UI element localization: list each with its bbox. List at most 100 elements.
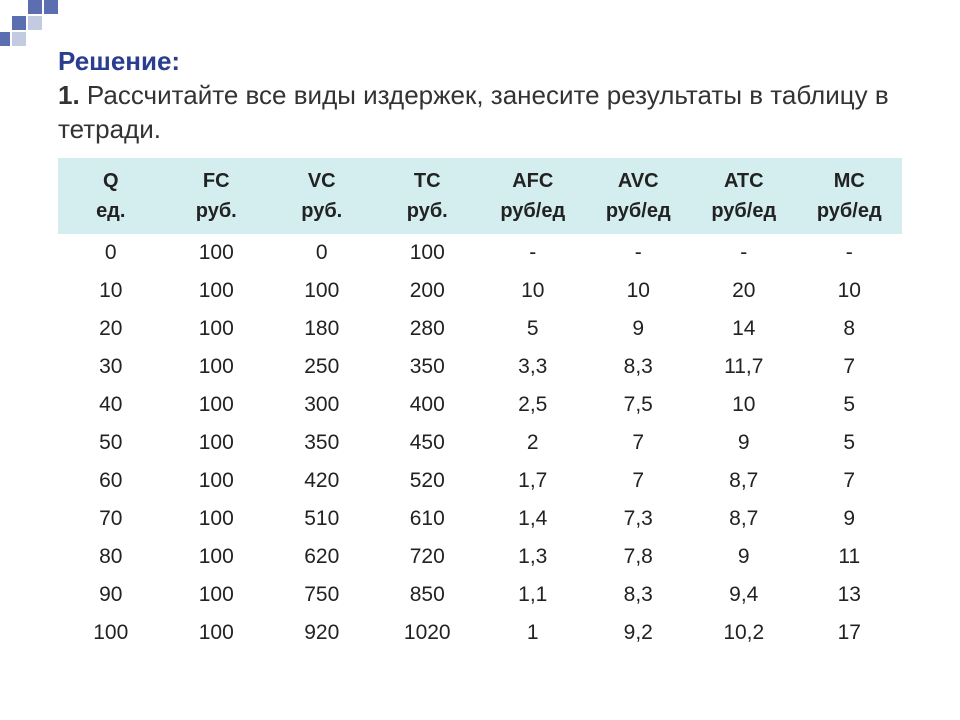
table-cell: 100 [164,576,270,614]
table-cell: 10 [691,386,797,424]
table-row: 1010010020010102010 [58,272,902,310]
table-cell: 100 [58,614,164,652]
table-cell: 14 [691,310,797,348]
table-cell: 450 [375,424,481,462]
table-cell: 3,3 [480,348,586,386]
col-header-AFC: AFCруб/ед [480,158,586,234]
table-cell: 350 [269,424,375,462]
col-header-MC: MCруб/ед [797,158,903,234]
table-cell: 9 [691,538,797,576]
title-number: 1. [58,80,80,110]
table-cell: 280 [375,310,481,348]
table-row: 2010018028059148 [58,310,902,348]
title-text: Рассчитайте все виды издержек, занесите … [58,80,889,144]
table-cell: 9 [797,500,903,538]
table-cell: 0 [269,234,375,272]
table-cell: 9,4 [691,576,797,614]
table-row: 701005106101,47,38,79 [58,500,902,538]
table-cell: 1,1 [480,576,586,614]
table-cell: 7,8 [586,538,692,576]
table-cell: 9 [586,310,692,348]
table-cell: - [797,234,903,272]
table-cell: 250 [269,348,375,386]
table-cell: 920 [269,614,375,652]
table-cell: 100 [164,500,270,538]
table-cell: - [586,234,692,272]
table-cell: 8,7 [691,500,797,538]
table-cell: 100 [164,538,270,576]
table-cell: 1020 [375,614,481,652]
table-cell: 10 [797,272,903,310]
table-cell: 7,3 [586,500,692,538]
table-cell: 50 [58,424,164,462]
table-row: 901007508501,18,39,413 [58,576,902,614]
table-cell: 5 [480,310,586,348]
table-cell: 8 [797,310,903,348]
table-cell: 1,7 [480,462,586,500]
table-cell: 60 [58,462,164,500]
table-cell: 350 [375,348,481,386]
table-cell: 8,3 [586,348,692,386]
table-cell: 100 [164,234,270,272]
table-cell: 100 [164,272,270,310]
table-cell: 40 [58,386,164,424]
table-cell: 100 [164,310,270,348]
table-cell: 1,3 [480,538,586,576]
table-cell: 100 [269,272,375,310]
table-cell: 2 [480,424,586,462]
col-header-AVC: AVCруб/ед [586,158,692,234]
table-cell: 100 [164,348,270,386]
table-cell: 180 [269,310,375,348]
table-row: 501003504502795 [58,424,902,462]
table-row: 801006207201,37,8911 [58,538,902,576]
title-block: Решение: 1. Рассчитайте все виды издерже… [58,45,902,146]
table-cell: 5 [797,424,903,462]
table-cell: 850 [375,576,481,614]
table-cell: 7 [586,462,692,500]
table-cell: 750 [269,576,375,614]
table-cell: 620 [269,538,375,576]
col-header-TC: TCруб. [375,158,481,234]
table-cell: 10,2 [691,614,797,652]
table-cell: 1 [480,614,586,652]
table-cell: 400 [375,386,481,424]
table-header-row: Qед. FCруб. VCруб. TCруб. AFCруб/ед AVCр… [58,158,902,234]
table-cell: 10 [480,272,586,310]
table-cell: 17 [797,614,903,652]
table-row: 401003004002,57,5105 [58,386,902,424]
slide-content: Решение: 1. Рассчитайте все виды издерже… [0,0,960,652]
table-cell: 9,2 [586,614,692,652]
table-cell: 520 [375,462,481,500]
col-header-Q: Qед. [58,158,164,234]
table-cell: 100 [164,614,270,652]
table-cell: 20 [58,310,164,348]
table-cell: 90 [58,576,164,614]
table-cell: 20 [691,272,797,310]
col-header-VC: VCруб. [269,158,375,234]
table-cell: 300 [269,386,375,424]
table-cell: 510 [269,500,375,538]
table-cell: 720 [375,538,481,576]
table-cell: 2,5 [480,386,586,424]
table-body: 01000100----1010010020010102010201001802… [58,234,902,652]
table-cell: 80 [58,538,164,576]
table-cell: 1,4 [480,500,586,538]
corner-decoration [0,0,60,50]
table-cell: 100 [164,386,270,424]
table-cell: 100 [164,424,270,462]
table-cell: 9 [691,424,797,462]
title-label: Решение: [58,46,180,76]
table-cell: 100 [375,234,481,272]
table-cell: 70 [58,500,164,538]
table-cell: 610 [375,500,481,538]
table-cell: 200 [375,272,481,310]
table-cell: 5 [797,386,903,424]
col-header-ATC: ATCруб/ед [691,158,797,234]
table-cell: 10 [586,272,692,310]
table-cell: 7 [586,424,692,462]
table-cell: 7 [797,348,903,386]
table-row: 100100920102019,210,217 [58,614,902,652]
table-cell: 100 [164,462,270,500]
table-cell: 11,7 [691,348,797,386]
table-cell: 7 [797,462,903,500]
